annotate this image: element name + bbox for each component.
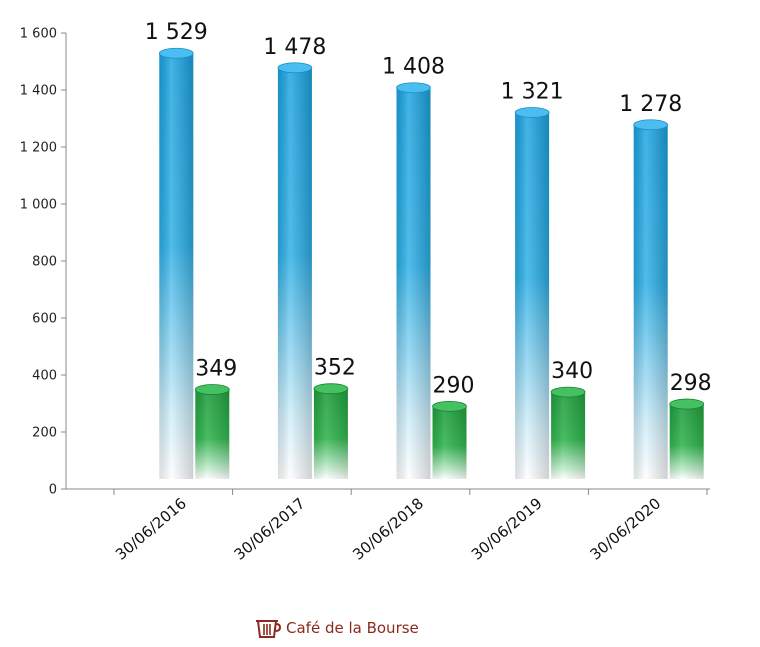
data-label-series-1: 1 478 xyxy=(263,35,326,60)
x-tick-label: 30/06/2016 xyxy=(112,494,190,563)
y-tick-label: 800 xyxy=(32,255,57,270)
data-label-series-2: 340 xyxy=(551,359,593,384)
bar-series-1 xyxy=(158,47,194,480)
data-label-series-1: 1 278 xyxy=(619,92,682,117)
bar-series-1 xyxy=(514,107,550,479)
data-label-series-1: 1 529 xyxy=(145,20,208,45)
x-tick-label: 30/06/2017 xyxy=(231,494,309,563)
y-tick-label: 0 xyxy=(49,483,57,498)
data-labels: 1 529 349 1 478 352 1 408 290 1 321 340 1 278 298 xyxy=(145,20,712,398)
bar-series-2 xyxy=(432,400,467,479)
data-label-series-2: 298 xyxy=(670,371,712,396)
cafe-cup-icon xyxy=(256,620,281,638)
bar-series-1 xyxy=(396,82,431,479)
x-axis: 30/06/2016 30/06/2017 30/06/2018 30/06/2019… xyxy=(112,494,664,563)
y-tick-label: 1 000 xyxy=(20,198,57,213)
y-tick-label: 400 xyxy=(32,369,57,384)
bar-series-2 xyxy=(669,398,705,479)
x-tick-label: 30/06/2020 xyxy=(586,494,664,563)
y-tick-label: 1 400 xyxy=(20,84,57,99)
bar-series-2 xyxy=(550,386,586,479)
data-label-series-2: 349 xyxy=(195,357,237,382)
data-label-series-1: 1 321 xyxy=(501,80,564,105)
y-tick-label: 600 xyxy=(32,312,57,327)
bar-series-1 xyxy=(277,62,313,480)
data-label-series-1: 1 408 xyxy=(382,55,445,80)
bar-series-1 xyxy=(633,119,669,480)
data-label-series-2: 290 xyxy=(433,373,475,398)
bars xyxy=(158,47,705,480)
y-tick-label: 1 600 xyxy=(20,27,57,42)
y-tick-label: 1 200 xyxy=(20,141,57,156)
brand-logo: Café de la Bourse xyxy=(255,617,419,639)
bar-series-2 xyxy=(313,383,349,479)
bar-series-2 xyxy=(194,384,230,479)
x-tick-label: 30/06/2019 xyxy=(468,494,546,563)
x-tick-label: 30/06/2018 xyxy=(349,494,427,563)
y-axis: 0 200 400 600 800 1 000 1 200 1 400 1 600 xyxy=(20,27,710,498)
y-tick-label: 200 xyxy=(32,426,57,441)
brand-name: Café de la Bourse xyxy=(286,619,419,637)
data-label-series-2: 352 xyxy=(314,356,356,381)
